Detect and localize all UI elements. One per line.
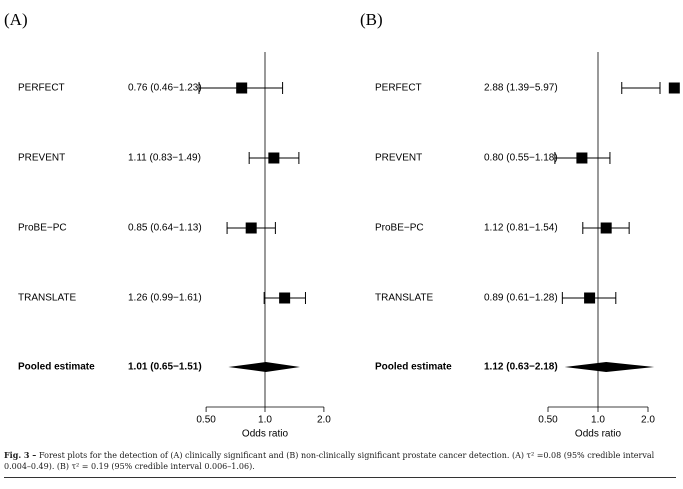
panel-b-study-ci-perfect: 2.88 (1.39−5.97) (484, 83, 558, 94)
panel-a-x-tick-label-2: 2.0 (317, 415, 331, 426)
forest-plot-figure: (A) PERFECT 0.76 (0.46−1.23) PREVENT 1.11 (0… (4, 10, 680, 440)
panel-a-pooled-ci: 1.01 (0.65−1.51) (128, 362, 202, 373)
panel-a-point-perfect (236, 82, 248, 94)
panel-a-study-label-translate: TRANSLATE (18, 293, 76, 304)
panel-b-pooled-ci: 1.12 (0.63−2.18) (484, 362, 558, 373)
panel-b-study-ci-translate: 0.89 (0.61−1.28) (484, 293, 558, 304)
figure-caption: Fig. 3 – Forest plots for the detection … (4, 450, 676, 472)
panel-b-point-translate (584, 292, 596, 304)
panel-b-point-prevent (576, 152, 588, 164)
panel-b-study-label-probe-pc: ProBE−PC (375, 223, 424, 234)
panel-a-study-label-prevent: PREVENT (18, 153, 65, 164)
panel-a-point-translate (279, 292, 291, 304)
panel-a-pooled-diamond (228, 362, 301, 372)
panel-b-point-perfect (668, 82, 680, 94)
panel-b-x-tick-label-0: 0.50 (538, 415, 558, 426)
panel-a-study-ci-prevent: 1.11 (0.83−1.49) (128, 153, 201, 164)
panel-a-study-ci-perfect: 0.76 (0.46−1.23) (128, 83, 202, 94)
panel-a-point-probe-pc (245, 222, 257, 234)
caption-divider (4, 477, 676, 478)
panel-a-pooled-label: Pooled estimate (18, 362, 95, 373)
panel-b-study-ci-prevent: 0.80 (0.55−1.18) (484, 153, 558, 164)
panel-b-study-label-translate: TRANSLATE (375, 293, 433, 304)
panel-a-study-label-perfect: PERFECT (18, 83, 65, 94)
panel-b-label: (B) (360, 10, 383, 29)
caption-prefix: Fig. 3 – (4, 450, 40, 460)
panel-a-label: (A) (4, 10, 28, 29)
panel-b-study-label-prevent: PREVENT (375, 153, 422, 164)
panel-b-point-probe-pc (600, 222, 612, 234)
panel-b-x-tick-label-1: 1.0 (591, 415, 605, 426)
panel-b-study-label-perfect: PERFECT (375, 83, 422, 94)
panel-a-study-label-probe-pc: ProBE−PC (18, 223, 67, 234)
panel-a-x-axis-label: Odds ratio (242, 429, 289, 440)
panel-b-study-ci-probe-pc: 1.12 (0.81−1.54) (484, 223, 558, 234)
panel-b-pooled-diamond (564, 362, 655, 372)
panel-b-x-tick-label-2: 2.0 (641, 415, 655, 426)
panel-b-pooled-label: Pooled estimate (375, 362, 452, 373)
panel-a-x-tick-label-0: 0.50 (196, 415, 216, 426)
panel-b-x-axis-label: Odds ratio (575, 429, 622, 440)
panel-a-study-ci-translate: 1.26 (0.99−1.61) (128, 293, 202, 304)
caption-text: Forest plots for the detection of (A) cl… (4, 451, 655, 471)
panel-a-study-ci-probe-pc: 0.85 (0.64−1.13) (128, 223, 202, 234)
panel-a-point-prevent (268, 152, 280, 164)
panel-a-x-tick-label-1: 1.0 (258, 415, 272, 426)
